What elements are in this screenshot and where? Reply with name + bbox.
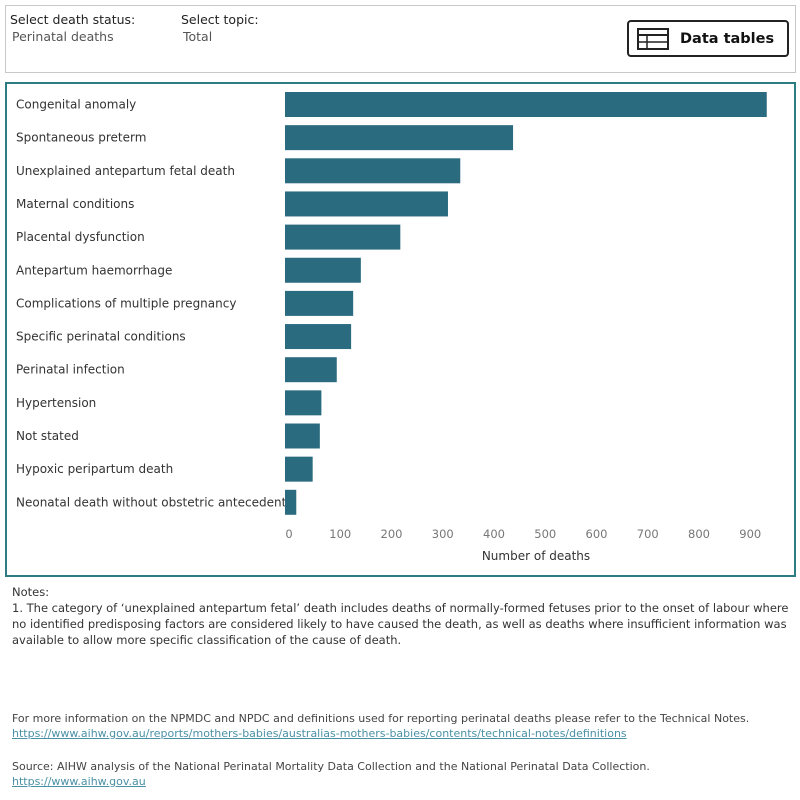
- bar[interactable]: [285, 423, 320, 449]
- bar[interactable]: [285, 158, 461, 184]
- x-tick-label: 600: [586, 527, 608, 541]
- death-status-label: Select death status:: [10, 12, 136, 27]
- bar[interactable]: [285, 324, 352, 350]
- chart-panel: Congenital anomaly Spontaneous preterm Une…: [5, 82, 796, 577]
- x-tick-label: 900: [739, 527, 761, 541]
- x-tick-label: 300: [432, 527, 454, 541]
- topic-value[interactable]: Total: [183, 29, 213, 44]
- technical-notes-link[interactable]: https://www.aihw.gov.au/reports/mothers-…: [12, 727, 627, 740]
- x-tick-label: 400: [483, 527, 505, 541]
- x-tick-label: 0: [285, 527, 292, 541]
- death-status-value[interactable]: Perinatal deaths: [12, 29, 114, 44]
- category-label: Perinatal infection: [16, 363, 125, 377]
- bar[interactable]: [285, 125, 514, 151]
- bar[interactable]: [285, 390, 322, 416]
- x-tick-label: 500: [534, 527, 556, 541]
- table-icon: [637, 27, 669, 50]
- death-status-filter[interactable]: Select death status: Perinatal deaths: [10, 12, 135, 45]
- source-link[interactable]: https://www.aihw.gov.au: [12, 775, 146, 788]
- category-label: Unexplained antepartum fetal death: [16, 164, 235, 178]
- topic-label: Select topic:: [181, 12, 259, 27]
- category-label: Specific perinatal conditions: [16, 330, 186, 344]
- bars: [285, 92, 767, 515]
- bar[interactable]: [285, 191, 448, 217]
- category-label: Placental dysfunction: [16, 230, 145, 244]
- x-tick-label: 700: [637, 527, 659, 541]
- x-axis-title: Number of deaths: [482, 549, 590, 563]
- notes-heading: Notes:: [12, 585, 50, 599]
- bar[interactable]: [285, 489, 297, 515]
- topic-filter[interactable]: Select topic: Total: [181, 12, 259, 45]
- bar-chart: Congenital anomaly Spontaneous preterm Une…: [16, 92, 767, 563]
- technical-notes-text: For more information on the NPMDC and NP…: [12, 712, 750, 725]
- category-label: Not stated: [16, 429, 79, 443]
- bar[interactable]: [285, 456, 313, 482]
- category-label: Antepartum haemorrhage: [16, 263, 172, 277]
- x-tick-label: 800: [688, 527, 710, 541]
- category-label: Spontaneous preterm: [16, 131, 146, 145]
- category-label: Congenital anomaly: [16, 98, 136, 112]
- x-axis-ticks: 0 100 200 300 400 500 600 700 800 900: [285, 527, 761, 541]
- data-tables-label: Data tables: [680, 30, 775, 47]
- category-label: Neonatal death without obstetric anteced…: [16, 495, 287, 509]
- note-item-1: 1. The category of ‘unexplained antepart…: [12, 601, 789, 647]
- category-label: Maternal conditions: [16, 197, 134, 211]
- bar[interactable]: [285, 257, 361, 283]
- source-info: Source: AIHW analysis of the National Pe…: [12, 759, 790, 789]
- filter-panel: Select death status: Perinatal deaths Se…: [5, 5, 796, 73]
- category-label: Hypoxic peripartum death: [16, 462, 173, 476]
- bar[interactable]: [285, 224, 401, 250]
- notes: Notes: 1. The category of ‘unexplained a…: [12, 584, 790, 648]
- x-tick-label: 100: [329, 527, 351, 541]
- bar[interactable]: [285, 357, 337, 383]
- bar[interactable]: [285, 290, 354, 316]
- data-tables-button[interactable]: Data tables: [627, 20, 789, 57]
- source-text: Source: AIHW analysis of the National Pe…: [12, 760, 650, 773]
- x-tick-label: 200: [381, 527, 403, 541]
- category-label: Complications of multiple pregnancy: [16, 296, 236, 310]
- bar[interactable]: [285, 92, 767, 117]
- category-labels: Congenital anomaly Spontaneous preterm Une…: [16, 98, 287, 510]
- category-label: Hypertension: [16, 396, 96, 410]
- technical-notes-info: For more information on the NPMDC and NP…: [12, 711, 790, 741]
